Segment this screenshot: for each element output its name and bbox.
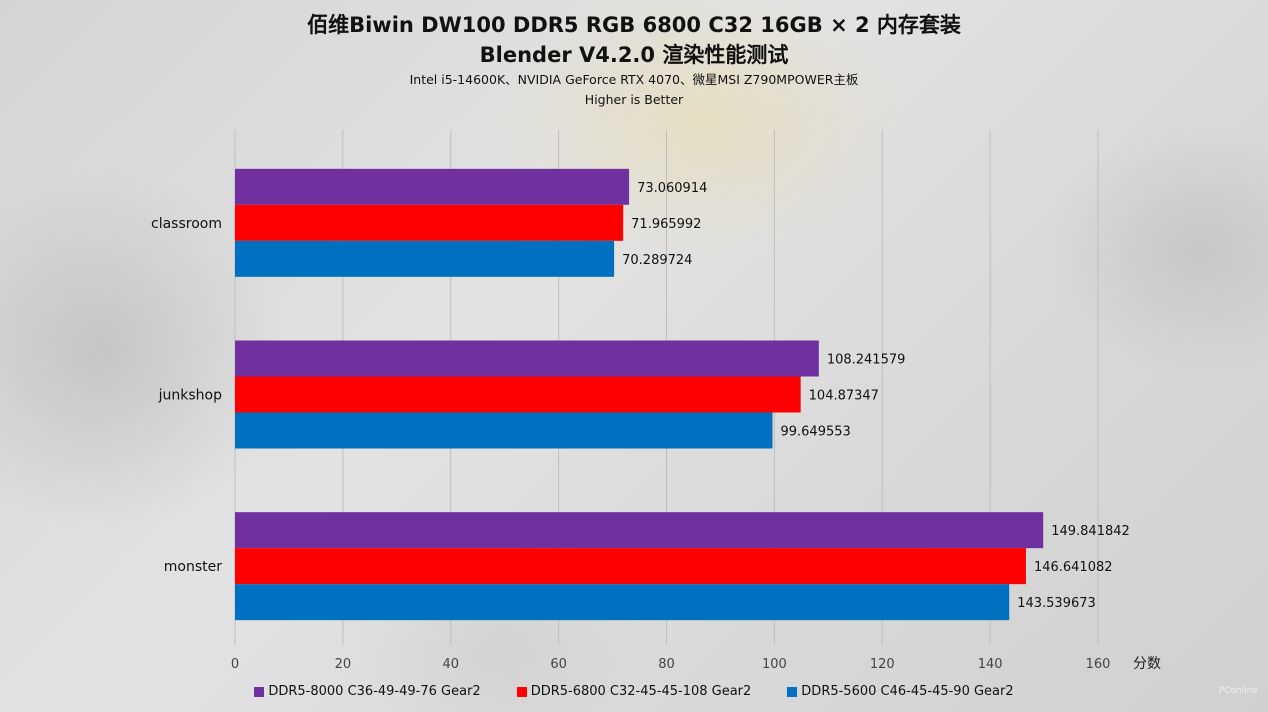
- chart-title-line-2: Blender V4.2.0 渲染性能测试: [479, 43, 789, 67]
- legend-label-series-2: DDR5-6800 C32-45-45-108 Gear2: [530, 684, 752, 699]
- legend-item-series-2: DDR5-6800 C32-45-45-108 Gear2: [516, 684, 752, 699]
- bar-monster-series-1: [235, 512, 1044, 549]
- legend-swatch-series-3: [787, 686, 798, 697]
- x-tick-label-20: 20: [335, 657, 352, 672]
- bar-junkshop-series-2: [235, 376, 801, 413]
- legend-item-series-3: DDR5-5600 C46-45-45-90 Gear2: [787, 684, 1014, 699]
- legend-item-series-1: DDR5-8000 C36-49-49-76 Gear2: [254, 684, 481, 699]
- chart-subtitle-line-1: Intel i5-14600K、NVIDIA GeForce RTX 4070、…: [409, 72, 859, 87]
- legend-label-series-3: DDR5-5600 C46-45-45-90 Gear2: [801, 684, 1014, 699]
- legend: DDR5-8000 C36-49-49-76 Gear2 DDR5-6800 C…: [0, 684, 1268, 699]
- bar-monster-series-2: [235, 548, 1026, 585]
- data-label-classroom-series-3: 70.289724: [622, 253, 692, 268]
- watermark: PConline: [1218, 686, 1258, 696]
- bar-classroom-series-2: [235, 204, 624, 241]
- data-label-classroom-series-2: 71.965992: [631, 217, 701, 232]
- x-tick-label-40: 40: [442, 657, 459, 672]
- data-label-junkshop-series-2: 104.87347: [809, 389, 879, 404]
- data-label-classroom-series-1: 73.060914: [637, 181, 707, 196]
- chart-title-line-1: 佰维Biwin DW100 DDR5 RGB 6800 C32 16GB × 2…: [307, 13, 961, 37]
- data-label-monster-series-1: 149.841842: [1051, 524, 1130, 539]
- chart-subtitle-line-2: Higher is Better: [584, 92, 684, 107]
- x-tick-label-60: 60: [550, 657, 567, 672]
- x-axis-label: 分数: [1133, 656, 1161, 672]
- x-tick-label-80: 80: [658, 657, 675, 672]
- bar-junkshop-series-3: [235, 412, 773, 449]
- bar-classroom-series-1: [235, 168, 630, 205]
- x-tick-label-100: 100: [762, 657, 787, 672]
- bar-junkshop-series-1: [235, 340, 819, 377]
- data-label-monster-series-3: 143.539673: [1017, 596, 1096, 611]
- data-label-junkshop-series-1: 108.241579: [827, 353, 906, 368]
- x-tick-label-160: 160: [1086, 657, 1111, 672]
- category-label-monster: monster: [164, 559, 222, 575]
- data-label-junkshop-series-3: 99.649553: [780, 425, 850, 440]
- x-tick-label-120: 120: [870, 657, 895, 672]
- legend-label-series-1: DDR5-8000 C36-49-49-76 Gear2: [268, 684, 481, 699]
- category-label-junkshop: junkshop: [158, 388, 222, 404]
- legend-swatch-series-1: [254, 686, 265, 697]
- x-tick-label-0: 0: [231, 657, 239, 672]
- bar-monster-series-3: [235, 584, 1010, 621]
- category-label-classroom: classroom: [151, 216, 222, 232]
- x-tick-label-140: 140: [978, 657, 1003, 672]
- chart-header: 佰维Biwin DW100 DDR5 RGB 6800 C32 16GB × 2…: [0, 10, 1268, 110]
- bar-classroom-series-3: [235, 240, 615, 277]
- data-label-monster-series-2: 146.641082: [1034, 560, 1113, 575]
- legend-swatch-series-2: [516, 686, 527, 697]
